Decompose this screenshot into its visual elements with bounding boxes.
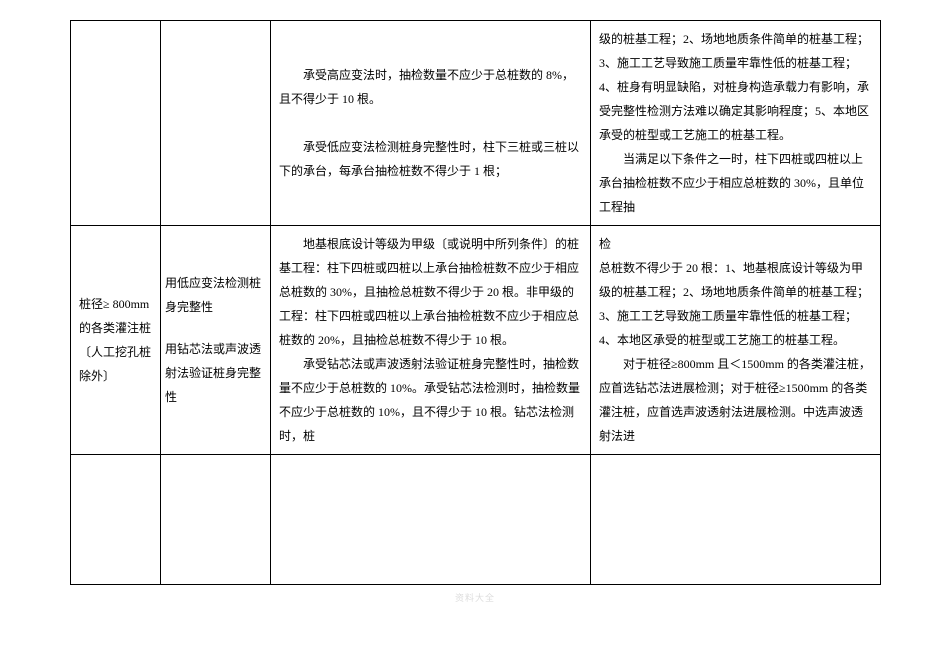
- content: 桩径≥ 800mm 的各类灌注桩〔人工挖孔桩除外〕: [79, 297, 151, 383]
- paragraph: 承受钻芯法或声波透射法验证桩身完整性时，抽检数量不应少于总桩数的 10%。承受钻…: [279, 352, 582, 448]
- cell-method: 用低应变法检测桩身完整性 用钻芯法或声波透射法验证桩身完整性: [161, 226, 271, 455]
- cell-empty: [271, 455, 591, 585]
- specification-table: 承受高应变法时，抽检数量不应少于总桩数的 8%，且不得少于 10 根。 承受低应…: [70, 20, 881, 585]
- paragraph: 对于桩径≥800mm 且＜1500mm 的各类灌注桩，应首选钻芯法进展检测；对于…: [599, 352, 872, 448]
- cell-empty: [591, 455, 881, 585]
- method-low-strain: 用低应变法检测桩身完整性: [165, 271, 266, 319]
- method-core-sonic: 用钻芯法或声波透射法验证桩身完整性: [165, 337, 266, 409]
- paragraph: 检: [599, 237, 611, 251]
- paragraph: 地基根底设计等级为甲级〔或说明中所列条件〕的桩基工程：柱下四桩或四桩以上承台抽检…: [279, 232, 582, 352]
- cell-pile-diameter: 桩径≥ 800mm 的各类灌注桩〔人工挖孔桩除外〕: [71, 226, 161, 455]
- cell-notes: 检 总桩数不得少于 20 根：1、地基根底设计等级为甲级的桩基工程；2、场地地质…: [591, 226, 881, 455]
- paragraph: 总桩数不得少于 20 根：1、地基根底设计等级为甲级的桩基工程；2、场地地质条件…: [599, 261, 869, 347]
- cell-inspection-high-strain: 承受高应变法时，抽检数量不应少于总桩数的 8%，且不得少于 10 根。 承受低应…: [271, 21, 591, 226]
- cell-empty: [71, 21, 161, 226]
- paragraph: 级的桩基工程；2、场地地质条件简单的桩基工程；3、施工工艺导致施工质量牢靠性低的…: [599, 32, 869, 142]
- cell-requirements: 地基根底设计等级为甲级〔或说明中所列条件〕的桩基工程：柱下四桩或四桩以上承台抽检…: [271, 226, 591, 455]
- cell-conditions: 级的桩基工程；2、场地地质条件简单的桩基工程；3、施工工艺导致施工质量牢靠性低的…: [591, 21, 881, 226]
- cell-empty: [71, 455, 161, 585]
- cell-empty: [161, 21, 271, 226]
- table-row: 承受高应变法时，抽检数量不应少于总桩数的 8%，且不得少于 10 根。 承受低应…: [71, 21, 881, 226]
- table-row-empty: [71, 455, 881, 585]
- paragraph: 承受高应变法时，抽检数量不应少于总桩数的 8%，且不得少于 10 根。: [279, 63, 582, 111]
- paragraph: 承受低应变法检测桩身完整性时，柱下三桩或三桩以下的承台，每承台抽检桩数不得少于 …: [279, 135, 582, 183]
- footer-watermark: 资料大全: [70, 591, 880, 604]
- cell-empty: [161, 455, 271, 585]
- paragraph: 当满足以下条件之一时，柱下四桩或四桩以上承台抽检桩数不应少于相应总桩数的 30%…: [599, 147, 872, 219]
